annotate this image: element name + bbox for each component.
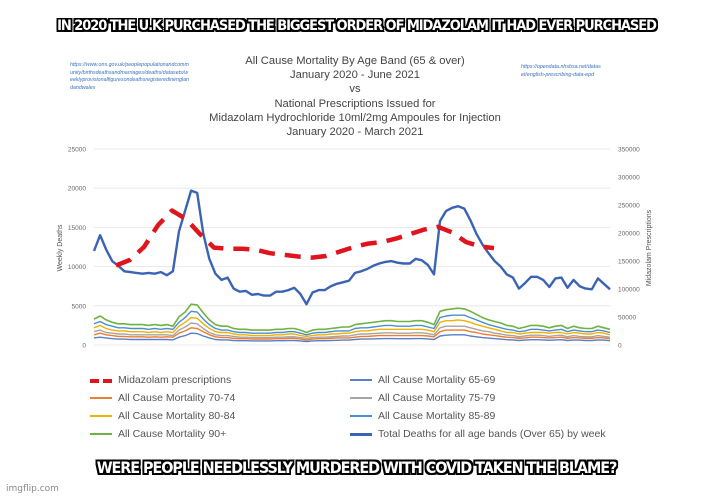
y2-tick-label: 350000: [618, 147, 640, 154]
legend-label: Midazolam prescriptions: [118, 374, 232, 386]
y-axis-label: Weekly Deaths: [57, 224, 64, 271]
y-tick-label: 15000: [68, 225, 86, 232]
chart-title-line: National Prescriptions Issued for: [274, 97, 436, 110]
series-line-all-cause-mortality-85-89: [93, 310, 611, 336]
legend-swatch: [350, 379, 372, 381]
y2-axis-ticks: 350000 300000 250000 200000 150000 100000 5000…: [618, 147, 640, 350]
legend-swatch: [90, 379, 112, 383]
y-tick-label: 0: [82, 343, 86, 350]
caption-bottom: WERE PEOPLE NEEDLESSLY MURDERED WITH COV…: [96, 458, 618, 477]
series-line-all-cause-mortality-90: [93, 303, 611, 334]
chart-title: All Cause Mortality By Age Band (65 & ov…: [150, 54, 560, 139]
y2-axis-label: Midazolam Prescriptions: [646, 209, 653, 286]
series-line-all-cause-mortality-65-69: [93, 332, 611, 343]
chart-title-line: January 2020 - June 2021: [290, 69, 420, 82]
legend-label: All Cause Mortality 65-69: [378, 374, 496, 386]
gridlines: [94, 148, 610, 346]
series-layer: [92, 189, 611, 343]
legend-label: All Cause Mortality 85-89: [378, 410, 496, 422]
legend-swatch: [90, 397, 112, 399]
y2-tick-label: 300000: [618, 175, 640, 182]
chart-title-line: All Cause Mortality By Age Band (65 & ov…: [245, 55, 465, 67]
legend-label: All Cause Mortality 90+: [118, 428, 227, 440]
caption-top: IN 2020 THE U.K PURCHASED THE BIGGEST OR…: [57, 18, 657, 34]
y2-tick-label: 50000: [618, 315, 636, 322]
source-link-nhsbsa[interactable]: https://opendata.nhsbsa.net/dataset/engl…: [521, 64, 601, 78]
legend-label: Total Deaths for all age bands (Over 65)…: [378, 428, 606, 440]
y2-tick-label: 250000: [618, 203, 640, 210]
y-tick-label: 20000: [68, 186, 86, 193]
series-line-all-cause-mortality-70-74: [93, 327, 611, 341]
legend-swatch: [90, 415, 112, 417]
y2-tick-label: 100000: [618, 287, 640, 294]
y2-tick-label: 200000: [618, 231, 640, 238]
y-axis-ticks: 25000 20000 15000 10000 5000 0: [68, 147, 86, 350]
legend-swatch: [350, 433, 372, 436]
series-line-all-cause-mortality-80-84: [93, 316, 611, 338]
source-link-ons[interactable]: https://www.ons.gov.uk/peoplepopulationa…: [70, 62, 189, 91]
series-line-all-cause-mortality-75-79: [93, 322, 611, 339]
y-tick-label: 10000: [68, 264, 86, 271]
y2-tick-label: 0: [618, 343, 622, 350]
chart-title-line: Midazolam Hydrochloride 10ml/2mg Ampoule…: [209, 111, 501, 124]
y-tick-label: 5000: [72, 303, 87, 310]
series-line-midazolam-prescriptions: [115, 208, 495, 268]
watermark: imgflip.com: [6, 484, 59, 494]
y2-tick-label: 150000: [618, 259, 640, 266]
legend-label: All Cause Mortality 75-79: [378, 392, 496, 404]
y-tick-label: 25000: [68, 147, 86, 154]
legend-swatch: [350, 415, 372, 417]
chart-title-line: January 2020 - March 2021: [286, 126, 424, 139]
legend-swatch: [350, 397, 372, 399]
legend-label: All Cause Mortality 80-84: [118, 410, 236, 422]
chart-title-line: vs: [349, 83, 361, 96]
legend-swatch: [90, 433, 112, 435]
legend-label: All Cause Mortality 70-74: [118, 392, 236, 404]
series-line-total-deaths-for-all-age-bands-over-65-by-week: [92, 189, 611, 306]
